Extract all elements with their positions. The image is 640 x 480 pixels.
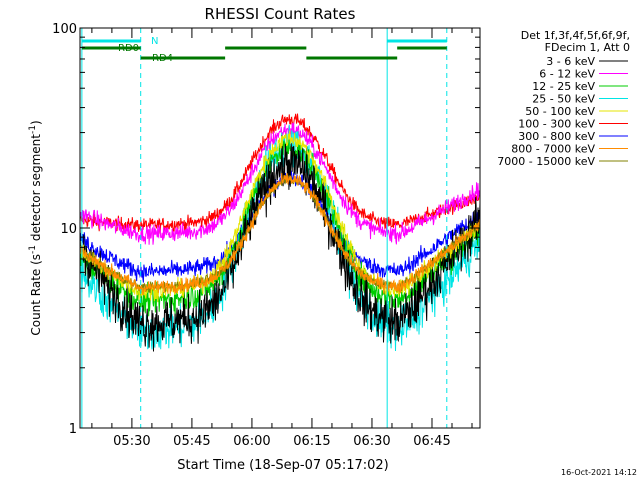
y-axis-label-sup1: -1 [28, 245, 38, 254]
y-tick-label-2: 100 [52, 22, 77, 37]
y-axis-label-end: ) [29, 120, 43, 125]
legend-label-3: 25 - 50 keV [532, 93, 595, 106]
legend-label-0: 3 - 6 keV [546, 55, 595, 68]
annotation-layer: N RD0 RD4 [81, 28, 448, 428]
legend-label-4: 50 - 100 keV [525, 105, 595, 118]
rd0-label: RD0 [118, 43, 139, 54]
legend: Det 1f,3f,4f,5f,6f,9f, FDecim 1, Att 0 3… [497, 29, 630, 168]
y-axis-label-mid: detector segment [29, 134, 43, 245]
legend-label-5: 100 - 300 keV [518, 118, 595, 131]
x-tick-label-3: 06:15 [293, 434, 330, 449]
legend-label-8: 7000 - 15000 keV [497, 155, 595, 168]
y-axis-label-main: Count Rate (s [29, 254, 43, 336]
x-tick-label-1: 05:45 [173, 434, 210, 449]
series-line-6-12kev [79, 122, 481, 245]
legend-header-line2: FDecim 1, Att 0 [545, 41, 630, 54]
x-tick-label-0: 05:30 [113, 434, 150, 449]
y-axis-label: Count Rate (s-1 detector segment-1) [28, 120, 43, 335]
rd4-label: RD4 [152, 53, 173, 64]
series-layer [79, 113, 481, 352]
series-line-3-6kev [79, 135, 481, 352]
night-label: N [151, 36, 158, 47]
legend-label-6: 300 - 800 keV [518, 130, 595, 143]
x-tick-label-2: 06:00 [233, 434, 270, 449]
x-tick-label-5: 06:45 [413, 434, 450, 449]
plot-frame [79, 27, 481, 429]
timestamp: 16-Oct-2021 14:12 [561, 468, 637, 477]
x-axis-label: Start Time (18-Sep-07 05:17:02) [177, 458, 388, 473]
chart-title: RHESSI Count Rates [205, 5, 356, 23]
axis-layer: 1 10 100 05:30 05:45 06:00 06:15 06:30 06:45 [52, 22, 480, 449]
series-line-800-7000kev [79, 172, 481, 296]
y-tick-label-1: 10 [60, 222, 77, 237]
legend-label-2: 12 - 25 keV [532, 80, 595, 93]
x-tick-label-4: 06:30 [353, 434, 390, 449]
legend-label-1: 6 - 12 keV [539, 68, 595, 81]
legend-header-line1: Det 1f,3f,4f,5f,6f,9f, [521, 29, 630, 42]
y-tick-label-0: 1 [69, 422, 77, 437]
legend-label-7: 800 - 7000 keV [511, 143, 595, 156]
y-axis-label-sup2: -1 [28, 125, 38, 134]
series-line-12-25kev [79, 137, 481, 317]
series-line-300-800kev [79, 167, 481, 283]
